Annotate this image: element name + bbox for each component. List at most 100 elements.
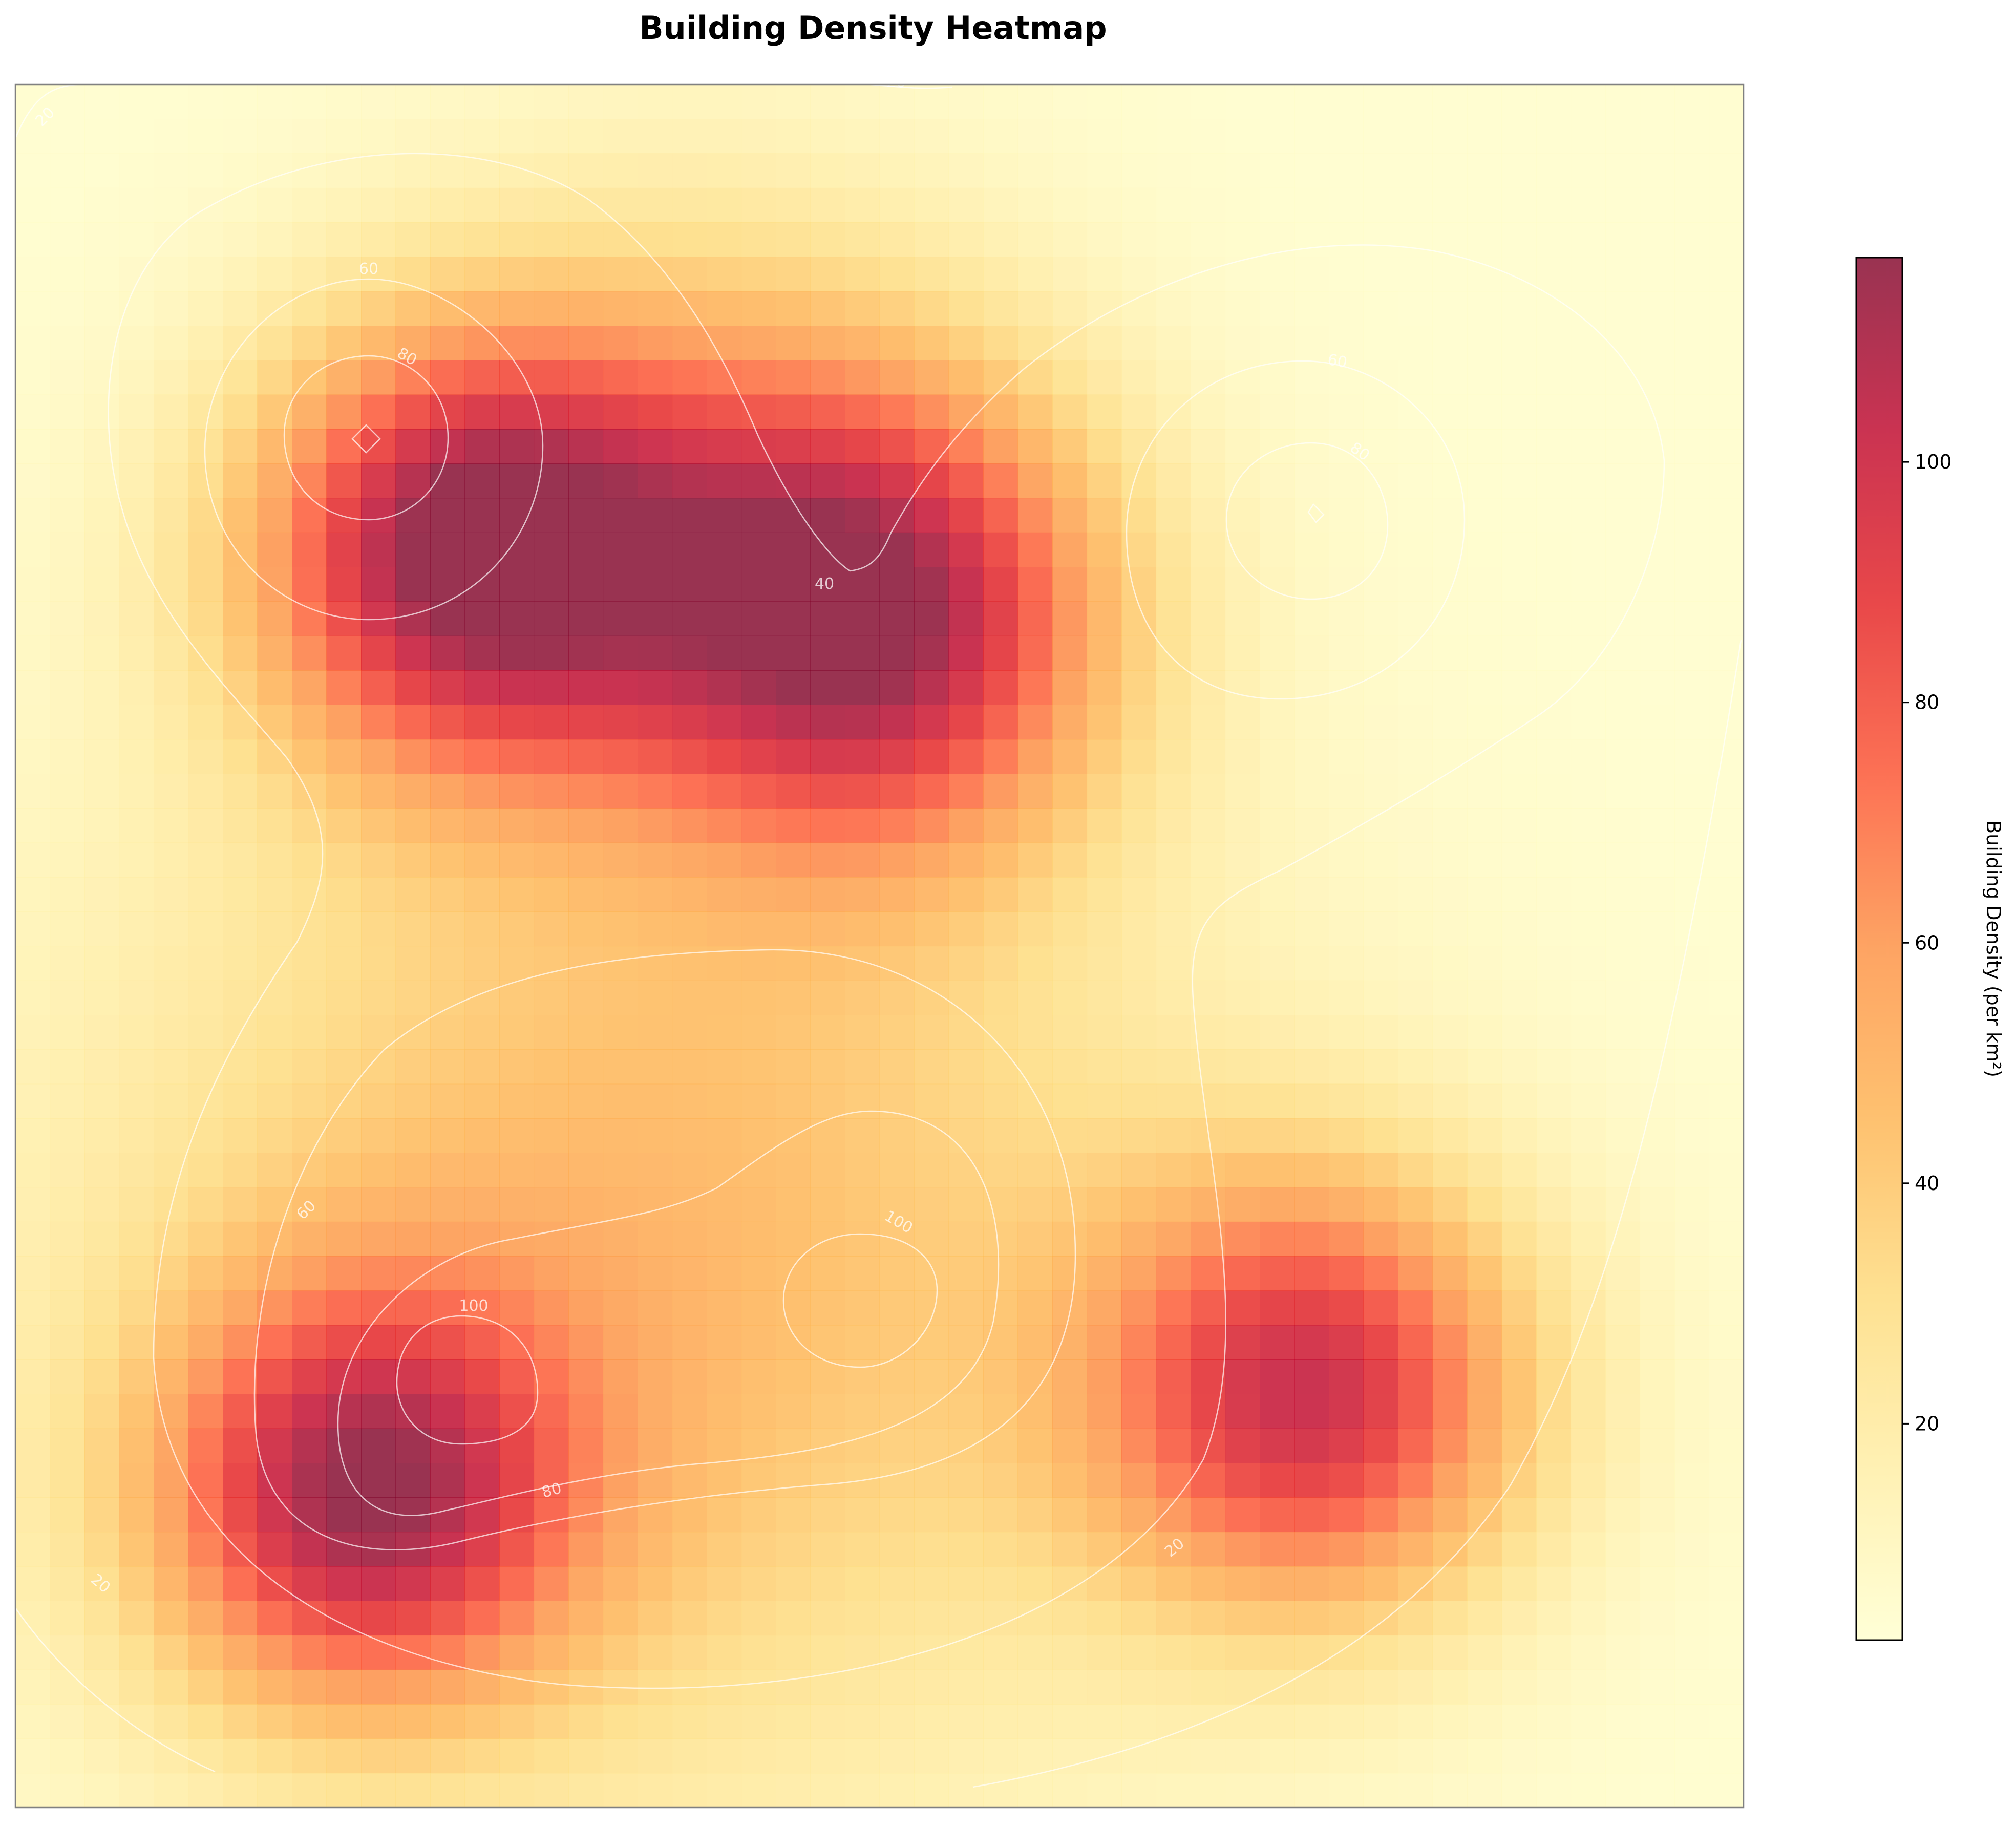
heatmap-cell <box>154 1290 189 1326</box>
heatmap-cell <box>914 153 949 188</box>
heatmap-cell <box>1432 119 1468 154</box>
heatmap-cell <box>845 1118 880 1153</box>
heatmap-cell <box>1052 1221 1088 1257</box>
heatmap-cell <box>845 877 880 912</box>
heatmap-cell <box>1017 1153 1053 1188</box>
heatmap-cell <box>914 739 949 774</box>
heatmap-cell <box>1052 1463 1088 1498</box>
heatmap-cell <box>154 1773 189 1808</box>
contour-60-topleft <box>204 278 544 621</box>
heatmap-cell <box>1017 1290 1053 1326</box>
heatmap-cell <box>741 187 776 223</box>
heatmap-cell <box>741 222 776 258</box>
heatmap-cell <box>15 1394 51 1429</box>
heatmap-cell <box>50 1256 85 1291</box>
heatmap-cell <box>1640 739 1675 774</box>
heatmap-cell <box>223 1773 258 1808</box>
heatmap-cell <box>1225 1463 1260 1498</box>
heatmap-cell <box>464 601 500 636</box>
heatmap-cell <box>154 1601 189 1636</box>
heatmap-cell <box>257 705 292 740</box>
heatmap-cell <box>1709 1394 1744 1429</box>
heatmap-cell <box>1294 1394 1329 1429</box>
heatmap-cell <box>119 1601 154 1636</box>
heatmap-cell <box>707 463 742 499</box>
heatmap-cell <box>1363 842 1398 878</box>
heatmap-cell <box>188 842 223 878</box>
heatmap-cell <box>326 670 362 705</box>
heatmap-cell <box>84 1256 120 1291</box>
heatmap-cell <box>638 601 673 636</box>
heatmap-cell <box>1571 1532 1606 1567</box>
heatmap-cell <box>1432 1083 1468 1119</box>
heatmap-cell <box>50 153 85 188</box>
heatmap-cell <box>534 842 569 878</box>
heatmap-cell <box>1640 119 1675 154</box>
heatmap-cell <box>84 84 120 119</box>
heatmap-cell <box>464 222 500 258</box>
heatmap-cell <box>568 498 604 533</box>
heatmap-cell <box>119 946 154 981</box>
heatmap-cell <box>464 911 500 947</box>
heatmap-cell <box>15 842 51 878</box>
heatmap-cell <box>1329 946 1364 981</box>
heatmap-cell <box>879 1290 915 1326</box>
heatmap-cell <box>1363 1601 1398 1636</box>
heatmap-cell <box>1052 670 1088 705</box>
heatmap-cell <box>50 1566 85 1601</box>
heatmap-cell <box>292 1428 327 1463</box>
heatmap-cell <box>1156 498 1191 533</box>
heatmap-cell <box>1432 498 1468 533</box>
heatmap-cell <box>1605 1428 1641 1463</box>
heatmap-cell <box>1191 153 1226 188</box>
heatmap-cell <box>534 980 569 1015</box>
heatmap-cell <box>1294 808 1329 843</box>
heatmap-cell <box>1432 1497 1468 1533</box>
heatmap-cell <box>983 1049 1018 1085</box>
heatmap-cell <box>119 911 154 947</box>
heatmap-cell <box>1674 1428 1710 1463</box>
heatmap-cell <box>741 1290 776 1326</box>
heatmap-cell <box>1017 601 1053 636</box>
heatmap-cell <box>879 153 915 188</box>
heatmap-cell <box>1329 911 1364 947</box>
heatmap-cell <box>1536 1704 1572 1739</box>
heatmap-cell <box>15 774 51 809</box>
heatmap-cell <box>1467 601 1502 636</box>
heatmap-cell <box>430 980 465 1015</box>
heatmap-cell <box>810 1049 845 1085</box>
heatmap-cell <box>395 1704 431 1739</box>
heatmap-cell <box>1432 1463 1468 1498</box>
heatmap-cell <box>1329 1394 1364 1429</box>
heatmap-cell <box>50 705 85 740</box>
heatmap-cell <box>1260 911 1295 947</box>
heatmap-cell <box>1432 394 1468 430</box>
heatmap-cell <box>1363 360 1398 395</box>
heatmap-cell <box>1260 1187 1295 1222</box>
heatmap-cell <box>879 1118 915 1153</box>
heatmap-cell <box>1432 842 1468 878</box>
heatmap-cell <box>948 739 984 774</box>
heatmap-cell <box>983 1359 1018 1394</box>
heatmap-cell <box>84 946 120 981</box>
heatmap-cell <box>1571 360 1606 395</box>
heatmap-cell <box>1363 705 1398 740</box>
heatmap-cell <box>292 429 327 464</box>
heatmap-cell <box>1640 1463 1675 1498</box>
heatmap-cell <box>1536 842 1572 878</box>
heatmap-cell <box>464 705 500 740</box>
heatmap-cell <box>154 498 189 533</box>
heatmap-cell <box>119 1187 154 1222</box>
heatmap-cell <box>188 877 223 912</box>
heatmap-cell <box>672 291 707 326</box>
heatmap-cell <box>154 360 189 395</box>
heatmap-cell <box>810 326 845 360</box>
heatmap-cell <box>499 842 535 878</box>
heatmap-cell <box>1052 326 1088 360</box>
heatmap-cell <box>1605 291 1641 326</box>
heatmap-cell <box>1294 1601 1329 1636</box>
heatmap-cell <box>119 1532 154 1567</box>
heatmap-cell <box>1052 1566 1088 1601</box>
heatmap-cell <box>257 360 292 395</box>
heatmap-cell <box>1087 463 1122 499</box>
